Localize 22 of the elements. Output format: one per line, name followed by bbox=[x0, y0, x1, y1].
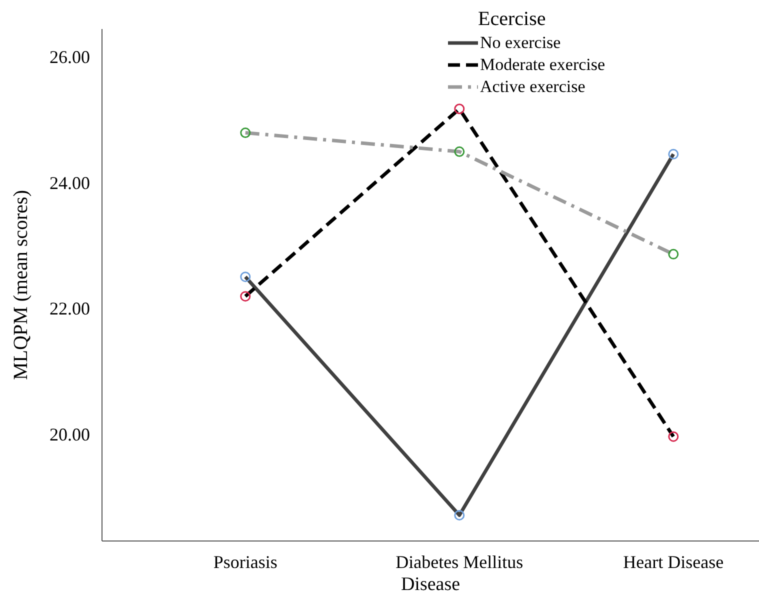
point bbox=[454, 510, 465, 520]
y-tick-label: 22.00 bbox=[50, 298, 90, 319]
legend-label: No exercise bbox=[480, 32, 561, 54]
point bbox=[668, 148, 679, 160]
x-tick-label: Diabetes Mellitus bbox=[396, 552, 524, 572]
y-tick-label: 20.00 bbox=[50, 424, 90, 444]
point bbox=[668, 248, 679, 260]
legend-title: Ecercise bbox=[478, 8, 547, 30]
y-tick-label: 26.00 bbox=[50, 47, 90, 68]
point bbox=[668, 431, 679, 442]
y-tick-label: 24.00 bbox=[50, 172, 90, 193]
x-tick-label: Heart Disease bbox=[623, 552, 724, 572]
x-tick-label: Psoriasis bbox=[213, 552, 278, 572]
point bbox=[240, 128, 251, 138]
x-axis-title: Disease bbox=[400, 574, 460, 595]
point bbox=[454, 104, 465, 114]
point bbox=[240, 272, 251, 282]
legend-label: Moderate exercise bbox=[480, 54, 606, 76]
point bbox=[240, 291, 251, 302]
point bbox=[454, 146, 465, 157]
legend-label: Active exercise bbox=[480, 76, 586, 98]
y-axis-title: MLQPM (mean scores) bbox=[10, 190, 32, 380]
